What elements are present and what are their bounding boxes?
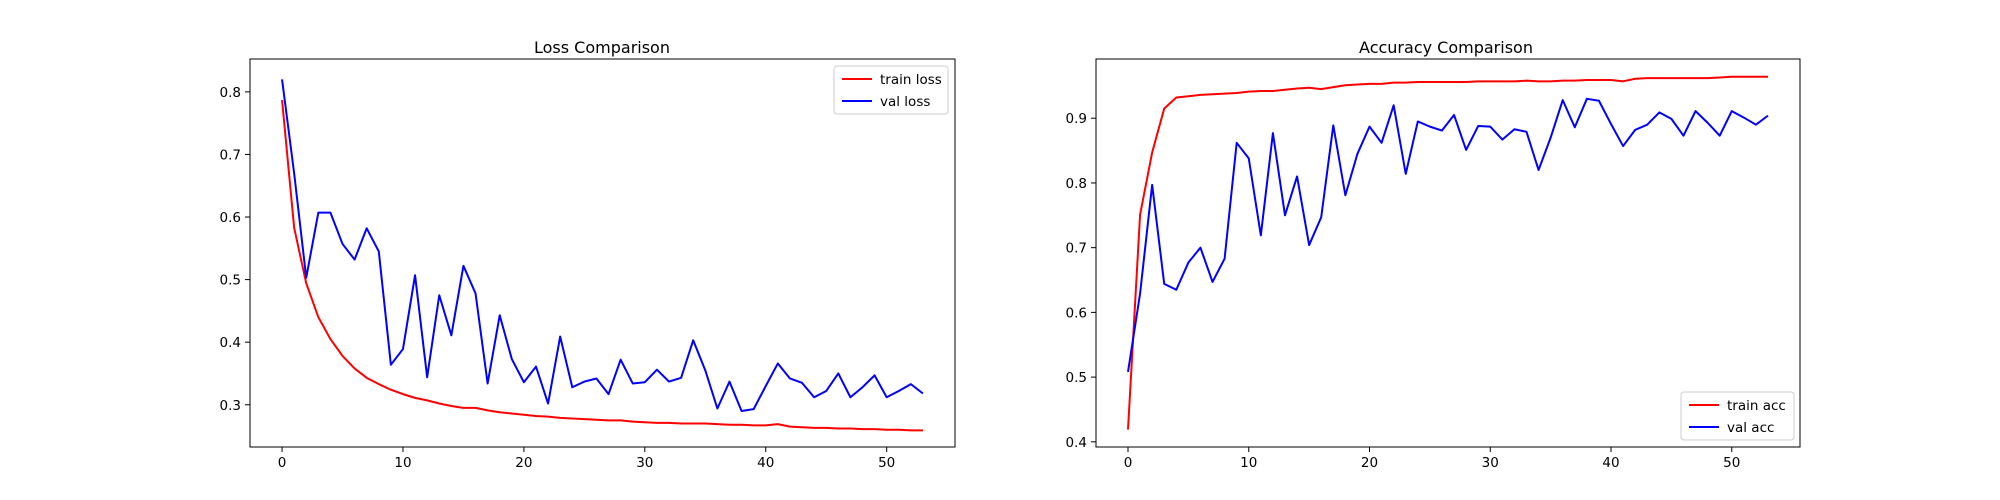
accuracy-chart-legend: train acc val acc xyxy=(1680,391,1795,441)
loss-series-train-line xyxy=(281,99,923,432)
acc-y-tick-label: 0.5 xyxy=(1066,370,1087,386)
loss-chart-plot-area: 0 10 20 30 40 50 0.3 0.4 0.5 0.6 0.7 0.8 xyxy=(220,79,924,471)
loss-x-tick-label: 0 xyxy=(278,455,287,471)
acc-x-tick-label: 40 xyxy=(1602,455,1619,471)
acc-x-tick-label: 10 xyxy=(1240,455,1257,471)
loss-y-tick-label: 0.7 xyxy=(220,147,241,163)
loss-x-tick-label: 50 xyxy=(878,455,895,471)
loss-chart-title: Loss Comparison xyxy=(534,38,670,57)
accuracy-chart-plot-area: 0 10 20 30 40 50 0.4 0.5 0.6 0.7 0.8 0.9 xyxy=(1066,75,1769,471)
loss-x-tick-label: 20 xyxy=(515,455,532,471)
acc-x-tick-label: 30 xyxy=(1482,455,1499,471)
loss-legend-train-label: train loss xyxy=(880,72,942,88)
acc-series-val-line xyxy=(1127,97,1769,373)
loss-series-val-line xyxy=(281,79,924,413)
accuracy-chart-frame xyxy=(1095,58,1801,448)
acc-y-tick-label: 0.9 xyxy=(1066,111,1087,127)
loss-y-tick-label: 0.5 xyxy=(220,273,241,289)
loss-y-tick-label: 0.6 xyxy=(220,210,241,226)
loss-chart: Loss Comparison 0 10 20 30 40 500.30.40.50.60… xyxy=(220,38,956,471)
loss-x-tick-label: 10 xyxy=(394,455,411,471)
loss-y-tick-label: 0.3 xyxy=(220,398,241,414)
acc-legend-train-label: train acc xyxy=(1727,398,1786,414)
loss-x-tick-label: 40 xyxy=(757,455,774,471)
loss-chart-legend: train loss val loss xyxy=(833,65,949,115)
acc-series-train-line xyxy=(1127,75,1768,430)
acc-legend-val-label: val acc xyxy=(1727,420,1774,436)
loss-y-tick-label: 0.8 xyxy=(220,85,241,101)
loss-x-tick-label: 30 xyxy=(636,455,653,471)
accuracy-chart-title: Accuracy Comparison xyxy=(1359,38,1533,57)
accuracy-chart: Accuracy Comparison 0 10 20 30 40 50 0.4 0.5 0.6… xyxy=(1066,38,1801,471)
acc-x-tick-label: 20 xyxy=(1361,455,1378,471)
acc-y-tick-label: 0.8 xyxy=(1066,176,1087,192)
loss-legend-val-label: val loss xyxy=(880,94,930,110)
acc-x-tick-label: 50 xyxy=(1723,455,1740,471)
loss-chart-frame xyxy=(249,58,956,448)
acc-y-tick-label: 0.6 xyxy=(1066,305,1087,321)
acc-y-tick-label: 0.7 xyxy=(1066,241,1087,257)
loss-y-tick-label: 0.4 xyxy=(220,335,241,351)
acc-x-tick-label: 0 xyxy=(1124,455,1133,471)
acc-y-tick-label: 0.4 xyxy=(1066,435,1087,451)
